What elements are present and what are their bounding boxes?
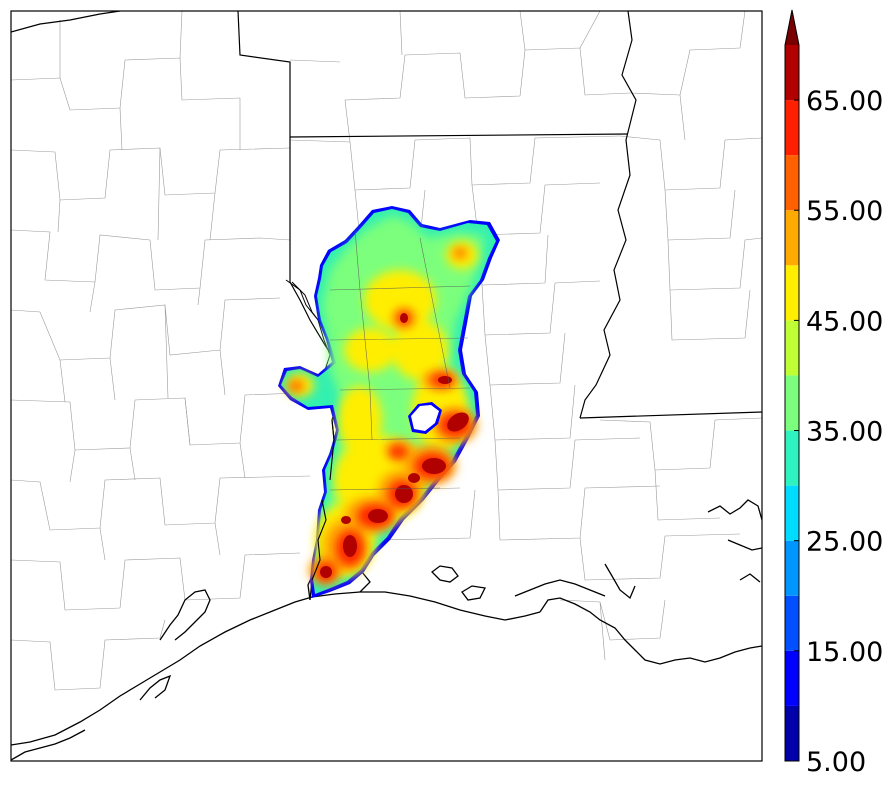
colorbar-bin xyxy=(785,485,799,541)
colorbar-bin xyxy=(785,705,799,761)
colorbar-tick-label: 55.00 xyxy=(806,196,883,227)
colorbar-tick-label: 15.00 xyxy=(806,637,883,668)
colorbar-bins xyxy=(785,45,799,761)
colorbar-bin xyxy=(785,595,799,651)
colorbar-outline xyxy=(784,9,800,762)
colorbar-bin xyxy=(785,210,799,266)
colorbar-bin xyxy=(785,375,799,431)
colorbar-bin xyxy=(785,100,799,156)
precip-field xyxy=(278,206,500,598)
colorbar-bin xyxy=(785,45,799,101)
colorbar-extend-arrow xyxy=(785,10,799,45)
colorbar-tick-labels: 5.00 15.00 25.00 35.00 45.00 55.00 65.00 xyxy=(806,86,883,778)
colorbar-tick-label: 35.00 xyxy=(806,417,883,448)
colorbar-bin xyxy=(785,650,799,706)
colorbar-bin xyxy=(785,430,799,486)
colorbar-bin xyxy=(785,540,799,596)
colorbar-tick-label: 45.00 xyxy=(806,306,883,337)
colorbar-tick-label: 65.00 xyxy=(806,86,883,117)
map-panel xyxy=(11,11,762,761)
colorbar-bin xyxy=(785,155,799,211)
colorbar-bin xyxy=(785,265,799,321)
colorbar: 5.00 15.00 25.00 35.00 45.00 55.00 65.00 xyxy=(784,9,883,778)
map-frame xyxy=(10,10,763,762)
state-borders xyxy=(11,11,762,601)
colorbar-tick-label: 25.00 xyxy=(806,527,883,558)
colorbar-bin xyxy=(785,320,799,376)
colorbar-tick-label: 5.00 xyxy=(806,747,866,778)
